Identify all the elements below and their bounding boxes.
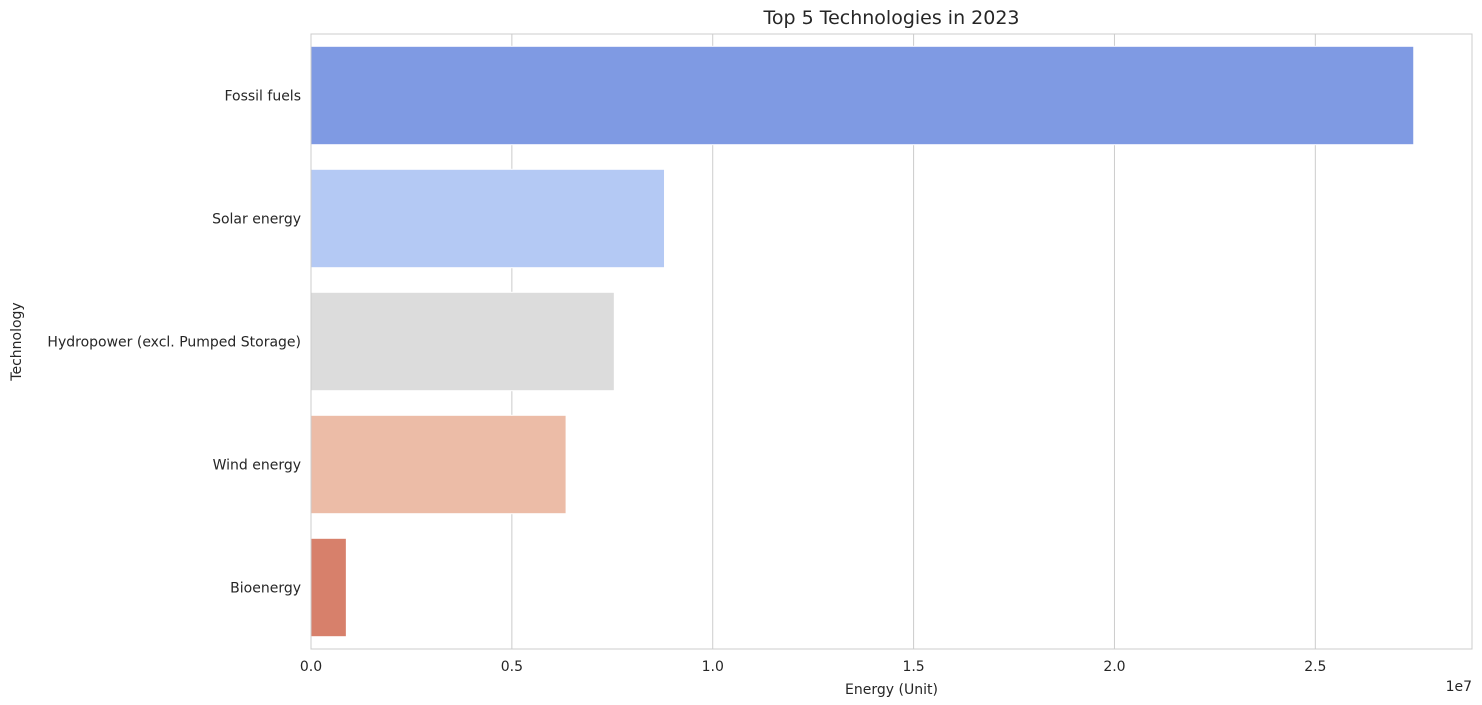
y-tick-labels: Fossil fuels Solar energy Hydropower (excl…	[47, 89, 301, 597]
bar	[310, 291, 615, 392]
x-tick-label: 0.0	[300, 659, 322, 675]
bar	[310, 537, 347, 638]
bar	[310, 45, 1415, 146]
x-tick-label: 0.5	[501, 659, 523, 675]
y-tick-label: Solar energy	[212, 212, 301, 228]
y-tick-label: Fossil fuels	[224, 89, 301, 105]
x-tick-label: 1.0	[702, 659, 724, 675]
plot-frame	[310, 33, 1473, 650]
y-tick-label: Hydropower (excl. Pumped Storage)	[47, 335, 301, 351]
x-tick-label: 2.5	[1304, 659, 1326, 675]
chart-title: Top 5 Technologies in 2023	[762, 7, 1019, 29]
bar	[310, 414, 567, 515]
y-axis-title: Technology	[9, 302, 25, 381]
x-axis-title: Energy (Unit)	[845, 682, 938, 698]
x-tick-label: 2.0	[1103, 659, 1125, 675]
bar	[310, 168, 666, 269]
y-tick-label: Bioenergy	[230, 581, 301, 597]
x-tick-label: 1.5	[902, 659, 924, 675]
x-axis-offset-label: 1e7	[1446, 679, 1472, 695]
bars	[310, 45, 1415, 638]
x-tick-labels: 0.0 0.5 1.0 1.5 2.0 2.5	[300, 659, 1327, 675]
y-tick-label: Wind energy	[213, 458, 301, 474]
